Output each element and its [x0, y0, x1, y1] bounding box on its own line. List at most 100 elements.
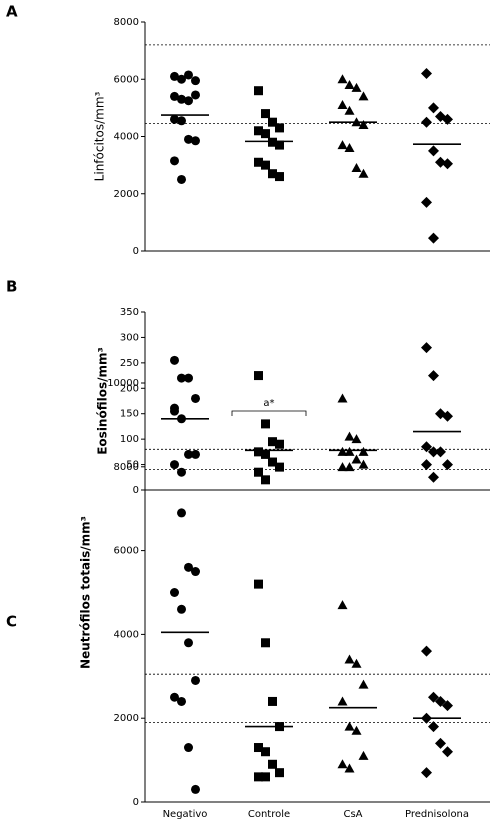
marker: [254, 86, 263, 96]
marker: [191, 567, 200, 577]
marker: [177, 467, 186, 477]
marker: [261, 475, 270, 485]
marker: [344, 462, 355, 472]
marker: [337, 140, 348, 150]
marker: [191, 449, 200, 459]
marker: [261, 129, 270, 139]
marker: [351, 82, 362, 92]
y-tick-label: 250: [120, 358, 139, 369]
marker: [337, 74, 348, 84]
marker: [170, 71, 179, 81]
marker: [254, 579, 263, 589]
marker: [268, 117, 277, 127]
marker: [261, 772, 270, 782]
marker: [275, 140, 284, 150]
marker: [428, 471, 439, 483]
marker: [177, 604, 186, 614]
marker: [442, 700, 453, 712]
marker: [428, 370, 439, 382]
marker: [184, 134, 193, 144]
marker: [421, 116, 432, 128]
marker: [191, 784, 200, 794]
marker: [184, 96, 193, 106]
marker: [421, 342, 432, 354]
marker: [177, 116, 186, 126]
marker: [358, 120, 369, 130]
marker: [337, 446, 348, 456]
marker: [344, 721, 355, 731]
marker: [184, 70, 193, 80]
marker: [268, 437, 277, 447]
marker: [268, 137, 277, 147]
marker: [254, 371, 263, 381]
marker: [268, 169, 277, 179]
marker: [170, 91, 179, 101]
marker: [358, 679, 369, 689]
marker: [254, 126, 263, 136]
marker: [254, 467, 263, 477]
y-tick-label: 200: [120, 383, 139, 394]
marker: [184, 743, 193, 753]
marker: [191, 136, 200, 146]
marker: [442, 113, 453, 125]
y-tick-label: 0: [133, 485, 139, 496]
marker: [261, 160, 270, 170]
marker: [442, 158, 453, 170]
marker: [358, 459, 369, 469]
marker: [177, 508, 186, 518]
marker: [337, 100, 348, 110]
marker: [170, 156, 179, 166]
marker: [177, 696, 186, 706]
y-axis-title: Linfócitos/mm³: [93, 91, 107, 181]
marker: [351, 454, 362, 464]
marker: [358, 91, 369, 101]
marker: [421, 459, 432, 471]
marker: [275, 462, 284, 472]
marker: [275, 768, 284, 778]
panel-label: C: [6, 613, 17, 631]
marker: [337, 462, 348, 472]
marker: [428, 102, 439, 114]
marker: [268, 696, 277, 706]
y-tick-label: 350: [120, 307, 139, 318]
marker: [170, 588, 179, 597]
marker: [170, 403, 179, 413]
marker: [421, 645, 432, 657]
marker: [421, 196, 432, 208]
marker: [191, 393, 200, 403]
panel-label: B: [6, 278, 17, 296]
marker: [191, 90, 200, 100]
marker: [177, 74, 186, 84]
marker: [337, 696, 348, 706]
marker: [184, 562, 193, 572]
marker: [261, 109, 270, 119]
marker: [170, 355, 179, 365]
y-tick-label: 8000: [114, 462, 139, 473]
marker: [261, 419, 270, 429]
y-tick-label: 4000: [114, 132, 139, 143]
marker: [421, 767, 432, 779]
marker: [337, 600, 348, 610]
marker: [177, 373, 186, 383]
marker: [351, 658, 362, 668]
y-tick-label: 100: [120, 434, 139, 445]
annotation: a*: [263, 398, 274, 409]
y-tick-label: 10000: [107, 378, 139, 389]
marker: [184, 449, 193, 459]
x-tick-label: Controle: [248, 809, 290, 820]
marker: [337, 759, 348, 769]
y-tick-label: 50: [126, 460, 139, 471]
marker: [191, 675, 200, 685]
marker: [268, 457, 277, 467]
marker: [435, 446, 446, 458]
marker: [275, 172, 284, 182]
marker: [170, 114, 179, 124]
panel-label: A: [6, 3, 18, 21]
marker: [421, 68, 432, 80]
y-tick-label: 150: [120, 409, 139, 420]
marker: [344, 431, 355, 441]
marker: [358, 750, 369, 760]
marker: [442, 410, 453, 422]
y-tick-label: 4000: [114, 629, 139, 640]
